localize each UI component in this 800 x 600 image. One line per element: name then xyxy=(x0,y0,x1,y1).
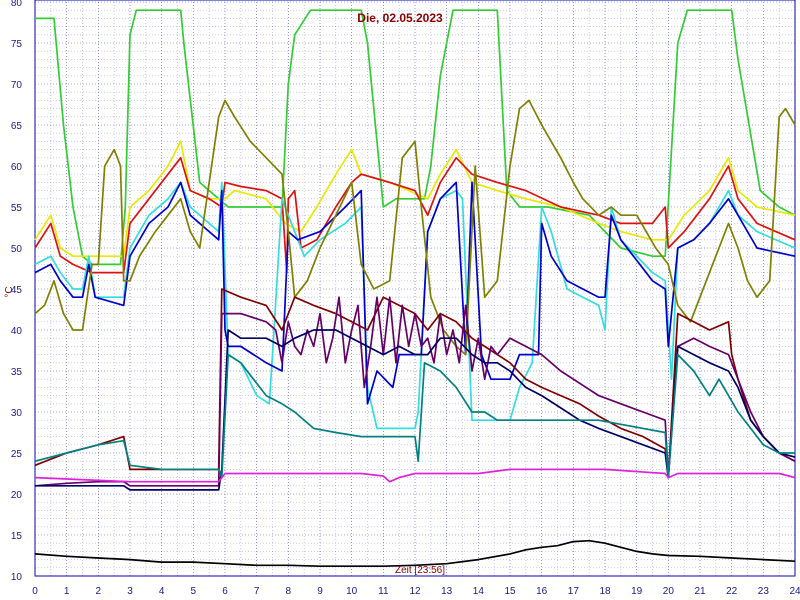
x-tick-label: 9 xyxy=(317,586,323,597)
x-tick-label: 17 xyxy=(568,586,580,597)
series-line xyxy=(34,181,796,405)
x-tick-label: 6 xyxy=(222,586,228,597)
x-tick-label: 18 xyxy=(599,586,611,597)
series-line xyxy=(34,539,796,568)
series-line xyxy=(34,296,796,487)
x-tick-label: 1 xyxy=(64,586,70,597)
series-line xyxy=(35,329,796,491)
x-tick-label: 7 xyxy=(254,586,260,597)
y-axis-label: °C xyxy=(4,286,15,297)
series-line xyxy=(34,140,796,258)
x-tick-label: 4 xyxy=(159,586,165,597)
x-tick-label: 13 xyxy=(441,586,453,597)
y-tick-label: 50 xyxy=(11,244,23,255)
y-tick-label: 65 xyxy=(11,121,23,132)
chart-title: Die, 02.05.2023 xyxy=(357,11,443,25)
x-tick-label: 5 xyxy=(191,586,197,597)
y-tick-label: 35 xyxy=(11,367,23,378)
x-tick-label: 15 xyxy=(504,586,516,597)
y-tick-label: 45 xyxy=(11,285,23,296)
y-tick-label: 70 xyxy=(11,80,23,91)
series-line xyxy=(35,9,796,266)
y-tick-label: 25 xyxy=(11,449,23,460)
x-tick-label: 20 xyxy=(663,586,675,597)
y-tick-label: 40 xyxy=(11,326,23,337)
x-tick-label: 14 xyxy=(473,586,485,597)
y-tick-label: 15 xyxy=(11,531,23,542)
y-tick-label: 10 xyxy=(11,572,23,583)
x-tick-label: 21 xyxy=(694,586,706,597)
series-line xyxy=(34,99,796,356)
x-tick-label: 23 xyxy=(758,586,770,597)
y-tick-label: 55 xyxy=(11,203,23,214)
x-tick-label: 0 xyxy=(32,586,38,597)
x-tick-label: 2 xyxy=(96,586,102,597)
x-tick-label: 24 xyxy=(789,586,800,597)
y-tick-label: 75 xyxy=(11,39,23,50)
x-tick-label: 19 xyxy=(631,586,643,597)
x-tick-label: 16 xyxy=(536,586,548,597)
x-axis-label: Zeit [23:56] xyxy=(395,565,445,576)
x-tick-label: 8 xyxy=(286,586,292,597)
y-tick-label: 60 xyxy=(11,162,23,173)
y-axis-ticks: 10 15 20 25 30 35 40 45 50 55 60 65 70 75 80 xyxy=(11,0,23,583)
y-tick-label: 30 xyxy=(11,408,23,419)
x-tick-label: 3 xyxy=(127,586,133,597)
x-axis-ticks: 0 1 2 3 4 5 6 7 8 9 10 11 12 13 14 15 16 17 18 19 20 21 22 23 24 xyxy=(32,586,800,597)
series-line xyxy=(34,353,795,479)
y-tick-label: 20 xyxy=(11,490,23,501)
series-line xyxy=(34,156,796,274)
series-line xyxy=(34,468,796,483)
series-layer xyxy=(34,9,796,568)
y-tick-label: 80 xyxy=(11,0,23,9)
x-tick-label: 12 xyxy=(409,586,421,597)
x-tick-label: 22 xyxy=(726,586,738,597)
x-tick-label: 11 xyxy=(378,586,389,597)
x-tick-label: 10 xyxy=(346,586,358,597)
